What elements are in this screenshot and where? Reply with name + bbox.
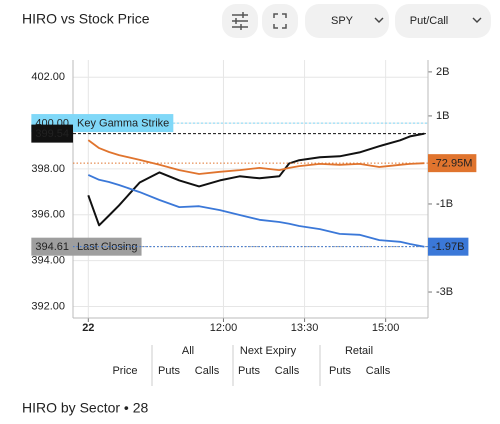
last-value-label-group: -72.95M [428, 154, 477, 173]
legend-item: Puts [238, 365, 261, 377]
x-tick-label: 12:00 [210, 322, 238, 334]
y2-tick-label: 2B [436, 66, 449, 78]
y-tick-label: 394.00 [31, 255, 65, 267]
y-tick-label: 398.00 [31, 163, 65, 175]
reference-label: Key Gamma Strike [77, 117, 169, 129]
y2-tick-label: -3B [436, 286, 453, 298]
legend-item: Puts [158, 365, 181, 377]
reference-label-group: Key Gamma Strike [73, 114, 174, 133]
reference-label-group: Last Closing [73, 237, 142, 256]
y-tick-label: 402.00 [31, 71, 65, 83]
legend-price: Price [112, 365, 137, 377]
reference-value-group: 394.61 [31, 237, 73, 256]
x-tick-label: 13:30 [291, 322, 319, 334]
footer-title: HIRO by Sector • 28 [22, 400, 148, 416]
series-line [87, 174, 425, 248]
legend-group-title: Retail [345, 345, 373, 357]
chevron [374, 17, 384, 23]
last-value-label: -1.97B [432, 241, 464, 253]
legend-item: Calls [195, 365, 220, 377]
reference-label-box [73, 114, 174, 133]
reference-label: Last Closing [77, 241, 138, 253]
legend-item: Puts [329, 365, 352, 377]
symbol-select[interactable] [305, 4, 389, 38]
symbol-value: SPY [331, 15, 354, 27]
mode-value: Put/Call [410, 15, 449, 27]
last-price-label: 399.54 [35, 128, 69, 140]
last-value-label-box [428, 237, 469, 256]
reference-value-box [31, 237, 73, 256]
last-value-label: -72.95M [432, 158, 472, 170]
fullscreen-button[interactable] [262, 4, 298, 38]
legend-item: Calls [275, 365, 300, 377]
reference-value: 394.61 [35, 241, 69, 253]
y2-tick-label: -1B [436, 198, 453, 210]
fullscreen-icon [273, 13, 287, 29]
grid [73, 60, 428, 318]
legend-group-title: Next Expiry [240, 345, 297, 357]
chevron [472, 17, 482, 23]
mode-select[interactable] [395, 4, 491, 38]
x-tick-label: 22 [82, 322, 94, 334]
last-value-label-box [428, 154, 477, 173]
series-line [87, 132, 425, 227]
last-value-label-group: -1.97B [428, 237, 469, 256]
last-price-label-box [31, 124, 73, 143]
last-price-label-group: 399.54 [31, 124, 73, 143]
legend-group-title: All [182, 345, 194, 357]
reference-label-box [73, 237, 142, 256]
settings-icon [232, 12, 248, 30]
y-tick-label: 396.00 [31, 209, 65, 221]
y2-tick-label: 1B [436, 110, 449, 122]
series-line [87, 139, 425, 175]
x-tick-label: 15:00 [372, 322, 400, 334]
widget-title: HIRO vs Stock Price [22, 11, 150, 27]
y-tick-label: 392.00 [31, 300, 65, 312]
legend-item: Calls [366, 365, 391, 377]
